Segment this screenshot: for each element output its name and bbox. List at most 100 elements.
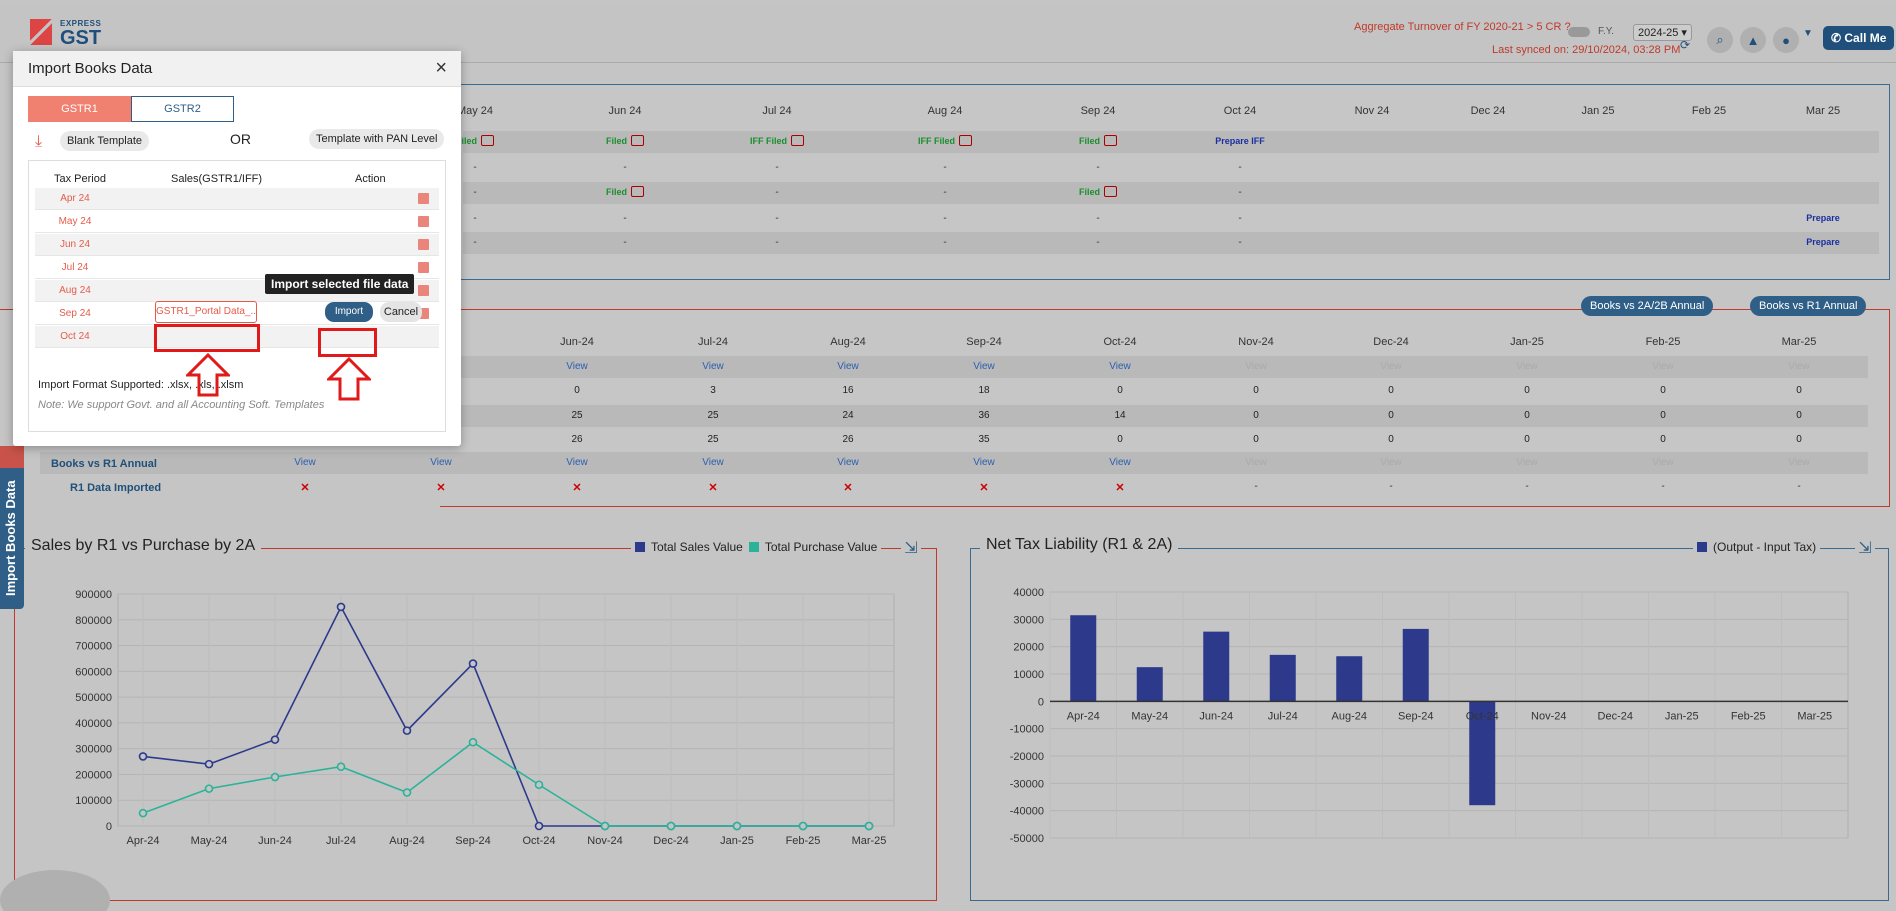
data-point[interactable] <box>336 762 346 772</box>
sales-chart-export-icon[interactable]: ⇲ <box>901 538 921 558</box>
legend-label-sales[interactable]: Total Sales Value <box>651 540 743 554</box>
sync-icon[interactable]: ⟳ <box>1680 38 1691 52</box>
status-value: - <box>1238 213 1242 224</box>
upload-icon[interactable] <box>418 216 429 227</box>
bar[interactable] <box>1402 628 1429 702</box>
status-cell[interactable]: Filed <box>435 135 515 147</box>
data-point[interactable] <box>468 737 478 747</box>
blank-template-button[interactable]: Blank Template <box>60 131 150 151</box>
fy-select[interactable]: 2024-25 ▾ <box>1633 24 1692 41</box>
view-link[interactable]: View <box>837 361 859 372</box>
bar[interactable] <box>1336 656 1363 702</box>
status-cell[interactable]: Filed <box>1058 135 1138 147</box>
status-cell[interactable]: IFF Filed <box>737 135 817 147</box>
status-cell[interactable]: Prepare IFF <box>1200 136 1280 147</box>
data-point[interactable] <box>864 821 874 831</box>
net-tax-chart-export-icon[interactable]: ⇲ <box>1855 538 1875 558</box>
r1-imported-cell: ✕ <box>1115 482 1125 494</box>
logo[interactable]: EXPRESS GST <box>30 17 101 51</box>
view-link[interactable]: View <box>702 361 724 372</box>
view-link[interactable]: View <box>837 457 859 468</box>
upload-icon[interactable] <box>418 239 429 250</box>
data-point[interactable] <box>138 752 148 761</box>
upload-icon[interactable] <box>418 308 429 319</box>
status-value: - <box>623 213 627 224</box>
view-link[interactable]: View <box>294 457 316 468</box>
x-tick-label: Aug-24 <box>389 835 424 847</box>
view-link[interactable]: View <box>973 361 995 372</box>
pdf-icon[interactable] <box>481 135 494 146</box>
data-point[interactable] <box>270 735 280 744</box>
bar[interactable] <box>1469 701 1496 806</box>
status-cell[interactable]: Filed <box>1058 186 1138 198</box>
pdf-icon[interactable] <box>631 186 644 197</box>
tab-gstr1[interactable]: GSTR1 <box>28 96 131 122</box>
upload-icon[interactable] <box>418 285 429 296</box>
turnover-toggle[interactable] <box>1568 27 1590 37</box>
view-link[interactable]: View <box>1109 361 1131 372</box>
user-icon[interactable]: ● <box>1773 27 1799 53</box>
pdf-icon[interactable] <box>1104 186 1117 197</box>
arrow-up-icon <box>186 353 230 397</box>
upload-icon[interactable] <box>418 193 429 204</box>
bell-icon[interactable]: ▲ <box>1740 27 1766 53</box>
data-point[interactable] <box>468 659 478 668</box>
download-icon[interactable]: ⤓ <box>35 133 43 150</box>
pan-template-button[interactable]: Template with PAN Level <box>309 129 445 149</box>
view-link[interactable]: View <box>566 361 588 372</box>
pdf-icon[interactable] <box>1104 135 1117 146</box>
data-point[interactable] <box>204 784 214 793</box>
data-point[interactable] <box>138 808 148 818</box>
data-point[interactable] <box>732 821 742 831</box>
books-cell: 0 <box>1117 434 1123 445</box>
view-link[interactable]: View <box>1109 457 1131 468</box>
tab-gstr2[interactable]: GSTR2 <box>131 96 234 122</box>
status-cell[interactable]: Filed <box>585 186 665 198</box>
data-point[interactable] <box>336 602 346 612</box>
period-label: Jun 24 <box>59 239 91 250</box>
status-cell[interactable]: IFF Filed <box>905 135 985 147</box>
view-link[interactable]: View <box>973 457 995 468</box>
x-tick-label: Nov-24 <box>1531 710 1566 722</box>
books-cell: 25 <box>707 410 719 421</box>
status-cell: - <box>905 237 985 248</box>
legend-label-net-tax[interactable]: (Output - Input Tax) <box>1713 540 1817 554</box>
status-cell[interactable]: Prepare <box>1783 213 1863 224</box>
data-point[interactable] <box>402 726 412 735</box>
legend-label-purchase[interactable]: Total Purchase Value <box>764 540 878 554</box>
search-icon[interactable]: ⌕ <box>1707 27 1733 53</box>
books-vs-r1-annual-button[interactable]: Books vs R1 Annual <box>1750 296 1867 316</box>
choose-file-button[interactable]: GSTR1_Portal Data_... <box>155 301 257 323</box>
view-link[interactable]: View <box>430 457 452 468</box>
data-point[interactable] <box>534 780 544 790</box>
bar[interactable] <box>1269 654 1296 702</box>
status-cell[interactable]: Prepare <box>1783 237 1863 248</box>
bar[interactable] <box>1136 667 1163 702</box>
view-link[interactable]: View <box>702 457 724 468</box>
data-point[interactable] <box>204 759 214 769</box>
data-point[interactable] <box>402 788 412 797</box>
data-point[interactable] <box>270 772 280 782</box>
books-vs-2a2b-annual-button[interactable]: Books vs 2A/2B Annual <box>1581 296 1714 316</box>
pdf-icon[interactable] <box>631 135 644 146</box>
data-point[interactable] <box>798 821 808 831</box>
books-cell: 35 <box>978 434 990 445</box>
chevron-down-icon[interactable]: ▼ <box>1803 28 1813 39</box>
pdf-icon[interactable] <box>959 135 972 146</box>
import-button[interactable]: Import <box>325 302 373 322</box>
pdf-icon[interactable] <box>791 135 804 146</box>
status-cell[interactable]: Filed <box>585 135 665 147</box>
bar[interactable] <box>1070 615 1097 702</box>
data-point[interactable] <box>600 821 610 831</box>
fy-value: 2024-25 <box>1638 27 1679 39</box>
bar[interactable] <box>1203 631 1230 702</box>
data-point[interactable] <box>666 821 676 831</box>
upload-icon[interactable] <box>418 262 429 273</box>
data-point[interactable] <box>534 821 544 831</box>
view-link[interactable]: View <box>566 457 588 468</box>
period-row: Oct 24 <box>35 326 439 348</box>
import-books-side-tab[interactable]: Import Books Data <box>0 446 24 609</box>
call-me-button[interactable]: ✆ Call Me <box>1823 26 1895 50</box>
cancel-button[interactable]: Cancel <box>380 302 422 322</box>
close-icon[interactable]: × <box>435 57 447 79</box>
